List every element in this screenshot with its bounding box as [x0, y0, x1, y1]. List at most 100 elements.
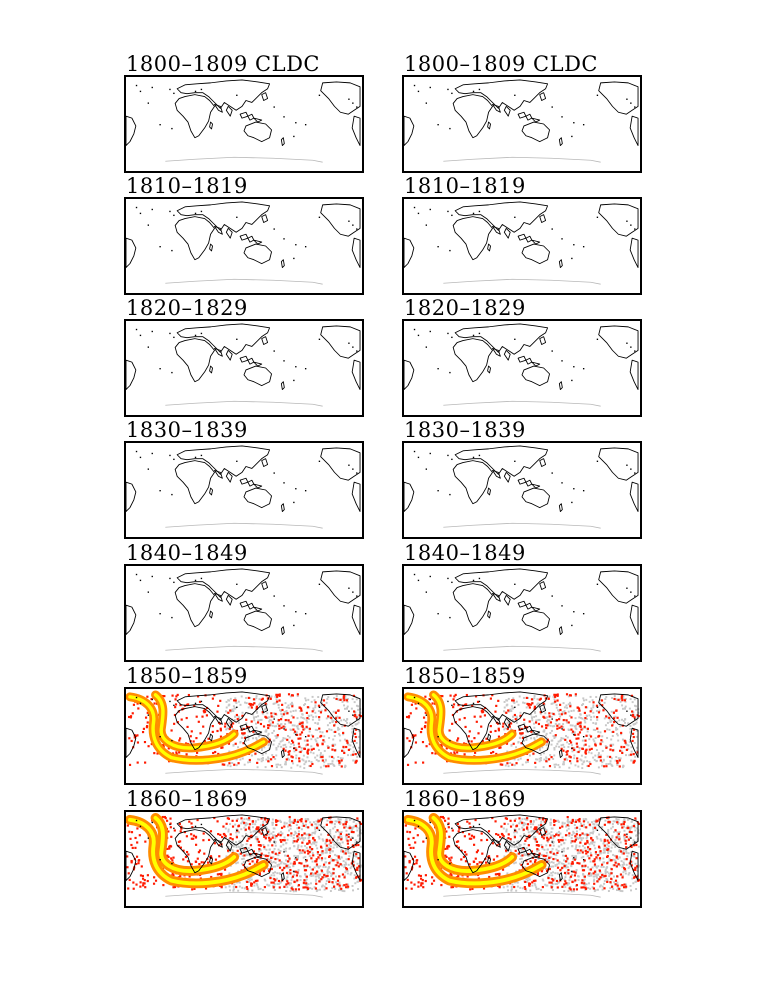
antarctic-ice-edge: [165, 400, 323, 407]
world-map: [402, 687, 642, 785]
coastline-0: [174, 583, 215, 628]
island-speck: [273, 595, 275, 597]
island-speck: [626, 710, 628, 712]
island-speck: [413, 206, 416, 209]
map-panel: 1850–1859: [124, 664, 364, 785]
island-speck: [478, 577, 481, 580]
world-map: [402, 197, 642, 295]
island-speck: [173, 336, 175, 339]
island-speck: [582, 246, 585, 248]
ship-track-density: [404, 812, 640, 893]
coastline-10: [280, 137, 285, 146]
island-speck: [356, 228, 358, 230]
coastline-12: [126, 850, 137, 881]
island-speck: [173, 92, 175, 95]
coastline-9: [261, 92, 269, 101]
world-map: [124, 319, 364, 417]
coastline-13: [351, 359, 361, 390]
island-speck: [159, 490, 161, 492]
island-speck: [451, 92, 453, 95]
island-speck: [159, 368, 161, 370]
island-speck: [571, 257, 573, 260]
coastline-1: [454, 691, 549, 723]
coastline-11: [598, 816, 639, 850]
island-speck: [356, 595, 358, 597]
coastline-6: [525, 357, 533, 365]
island-speck: [596, 94, 599, 96]
coastline-10: [280, 626, 285, 635]
world-map-svg: [126, 323, 361, 407]
island-speck: [283, 728, 285, 730]
island-speck: [304, 246, 307, 248]
coastline-2: [214, 347, 223, 357]
island-speck: [147, 468, 150, 470]
island-speck: [169, 577, 171, 580]
island-speck: [451, 704, 453, 707]
world-map: [402, 75, 642, 173]
coastline-4: [209, 487, 213, 496]
island-speck: [630, 102, 632, 104]
panel-label: 1860–1869: [126, 787, 248, 811]
map-panel: 1830–1839: [402, 418, 642, 539]
map-panel: 1800–1809 CLDC: [124, 52, 364, 173]
panel-label: 1820–1829: [404, 296, 526, 320]
island-speck: [582, 124, 585, 126]
coastline-0: [452, 338, 493, 383]
island-speck: [449, 371, 451, 374]
island-speck: [630, 346, 632, 348]
island-speck: [551, 595, 553, 597]
map-panel: 1820–1829: [124, 296, 364, 417]
island-speck: [293, 257, 295, 260]
island-speck: [293, 501, 295, 504]
coastline-8: [243, 243, 272, 265]
island-speck: [236, 338, 238, 340]
island-speck: [135, 819, 138, 822]
coastline-4: [487, 365, 491, 374]
island-speck: [630, 468, 632, 470]
coastline-5: [239, 111, 249, 119]
island-speck: [478, 823, 481, 826]
island-speck: [273, 350, 275, 352]
island-speck: [437, 124, 439, 126]
island-speck: [437, 736, 439, 738]
island-speck: [551, 472, 553, 474]
coastline-13: [629, 727, 639, 758]
island-speck: [159, 736, 161, 738]
island-speck: [596, 583, 599, 585]
coastline-12: [404, 850, 415, 881]
island-speck: [425, 468, 428, 470]
island-speck: [634, 350, 636, 352]
coastline-7: [531, 483, 541, 489]
coastline-12: [404, 359, 415, 390]
island-speck: [171, 493, 173, 496]
island-speck: [514, 338, 516, 340]
world-map-svg: [404, 568, 639, 652]
island-speck: [478, 332, 481, 335]
island-speck: [429, 208, 431, 211]
island-speck: [573, 488, 575, 490]
island-speck: [437, 613, 439, 615]
island-speck: [417, 456, 420, 459]
map-panel: 1830–1839: [124, 418, 364, 539]
island-speck: [304, 613, 307, 615]
island-speck: [356, 841, 358, 843]
world-map: [402, 319, 642, 417]
island-speck: [171, 862, 173, 865]
coastline-2: [492, 347, 501, 357]
map-panel: 1820–1829: [402, 296, 642, 417]
island-speck: [352, 102, 354, 104]
island-speck: [630, 714, 632, 716]
world-map-svg: [404, 445, 639, 529]
coastline-4: [209, 243, 213, 252]
island-speck: [200, 454, 203, 457]
island-speck: [451, 214, 453, 217]
island-speck: [159, 859, 161, 861]
coastline-7: [531, 852, 541, 858]
antarctic-ice-edge: [443, 522, 601, 529]
island-speck: [352, 714, 354, 716]
coastline-2: [214, 838, 223, 848]
island-speck: [236, 706, 238, 708]
ship-track-density: [404, 690, 640, 770]
island-speck: [551, 106, 553, 108]
island-speck: [147, 837, 150, 839]
